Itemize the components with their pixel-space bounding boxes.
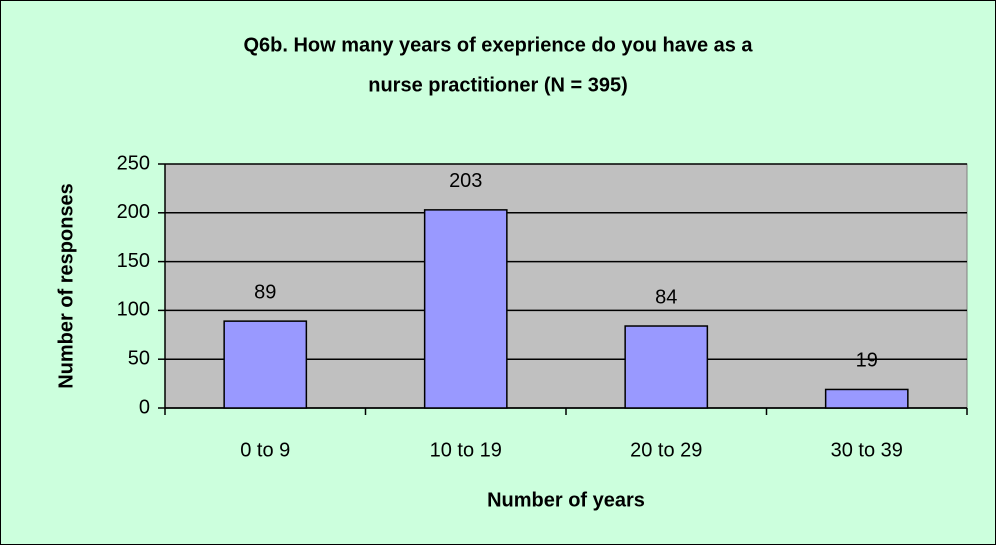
bar bbox=[223, 320, 308, 409]
y-tick-label: 50 bbox=[128, 347, 150, 369]
y-tick-label: 150 bbox=[117, 250, 150, 272]
bar bbox=[423, 209, 508, 409]
chart-title: nurse practitioner (N = 395) bbox=[368, 74, 628, 96]
x-axis-label: Number of years bbox=[487, 489, 645, 511]
x-tick-label: 20 to 29 bbox=[630, 439, 702, 461]
x-tick-label: 10 to 19 bbox=[430, 439, 502, 461]
y-tick-label: 200 bbox=[117, 201, 150, 223]
data-label: 19 bbox=[856, 350, 878, 372]
chart-title: Q6b. How many years of exeprience do you… bbox=[243, 34, 753, 56]
y-tick-label: 100 bbox=[117, 299, 150, 321]
x-tick-label: 30 to 39 bbox=[831, 439, 903, 461]
y-axis-label: Number of responses bbox=[55, 183, 77, 389]
bar bbox=[624, 325, 709, 409]
x-tick-label: 0 to 9 bbox=[240, 439, 290, 461]
data-label: 84 bbox=[655, 286, 677, 308]
data-label: 89 bbox=[254, 281, 276, 303]
y-tick-label: 0 bbox=[139, 396, 150, 418]
bar bbox=[824, 388, 909, 409]
data-label: 203 bbox=[449, 170, 482, 192]
y-tick-label: 250 bbox=[117, 152, 150, 174]
